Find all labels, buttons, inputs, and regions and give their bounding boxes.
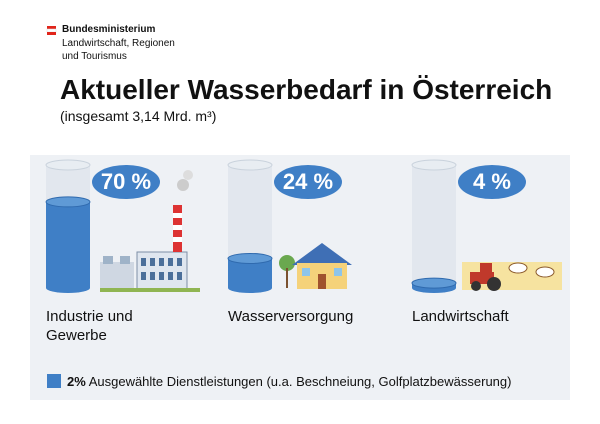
cylinder-top [227, 159, 273, 171]
cylinder-fill-top [411, 277, 457, 289]
note-label: 2% [67, 374, 86, 389]
note: 2% Ausgewählte Dienstleistungen (u.a. Be… [47, 374, 511, 389]
chart-subtitle: (insgesamt 3,14 Mrd. m³) [60, 108, 217, 124]
cylinder-fill-top [227, 252, 273, 264]
header-line: Landwirtschaft, Regionen [62, 38, 175, 49]
value-badge [274, 165, 342, 199]
value-label: 4 % [473, 169, 511, 194]
cylinder-shell [412, 165, 456, 288]
farm [462, 262, 562, 291]
value-label: 70 % [101, 169, 151, 194]
house [279, 243, 352, 289]
note-text: Ausgewählte Dienstleistungen (u.a. Besch… [88, 374, 512, 389]
factory [100, 170, 200, 292]
cylinder-fill-top [45, 196, 91, 208]
note-swatch [47, 374, 61, 388]
value-badge [458, 165, 526, 199]
category-label: Industrie und Gewerbe [46, 308, 133, 344]
cylinder-top [45, 159, 91, 171]
logo [46, 26, 57, 35]
category-label: Landwirtschaft [412, 308, 509, 325]
chart-title: Aktueller Wasserbedarf in Österreich [60, 74, 553, 105]
cylinder-fill [46, 201, 90, 293]
category-label: Wasserversorgung [228, 308, 354, 325]
header-line: und Tourismus [62, 51, 127, 62]
cylinder-top [411, 159, 457, 171]
cylinder-fill [228, 258, 272, 293]
value-label: 24 % [283, 169, 333, 194]
header-line: Bundesministerium [62, 24, 156, 35]
value-badge [92, 165, 160, 199]
